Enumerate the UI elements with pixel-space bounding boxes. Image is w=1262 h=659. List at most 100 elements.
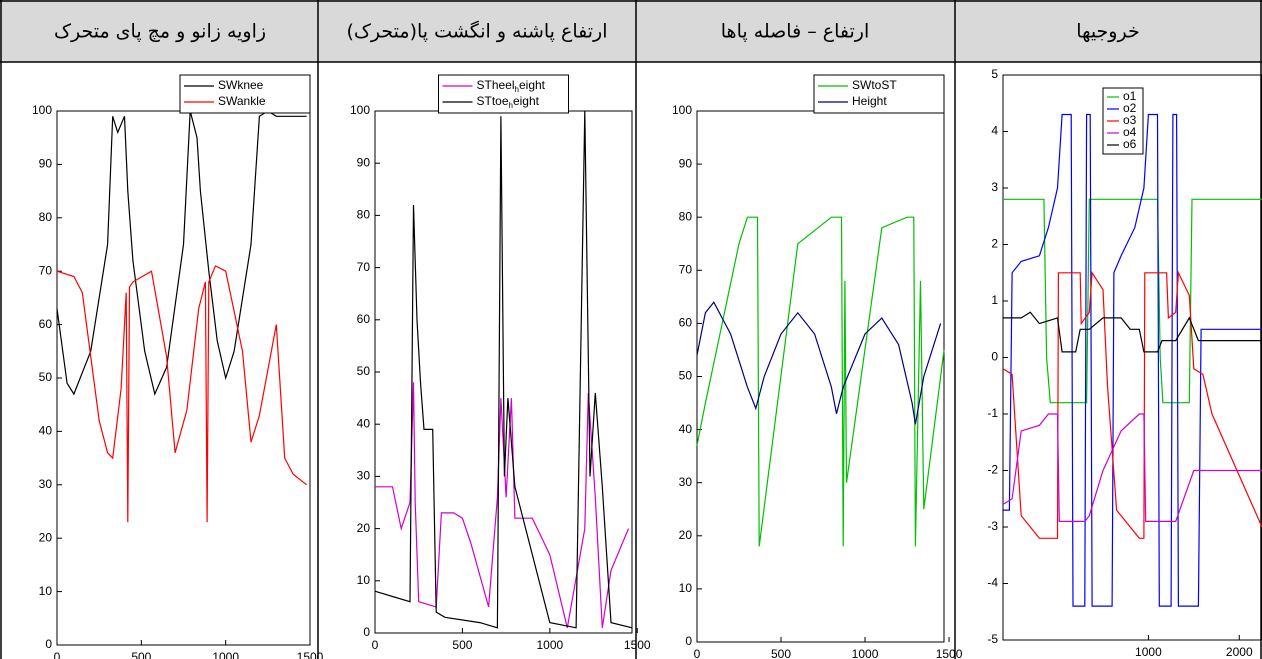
- y-tick-label: 80: [679, 209, 693, 223]
- legend-label: Height: [852, 94, 887, 108]
- x-tick-label: 0: [372, 638, 379, 652]
- legend-label: o6: [1123, 137, 1137, 151]
- x-tick-label: 2000: [1226, 645, 1253, 659]
- plot-frame: [696, 110, 945, 643]
- y-tick-label: 30: [357, 469, 371, 483]
- y-tick-label: 70: [357, 260, 371, 274]
- series-line: [56, 265, 307, 523]
- y-tick-label: 40: [39, 424, 53, 438]
- y-tick-label: 2: [991, 237, 998, 251]
- y-tick-label: 40: [357, 416, 371, 430]
- y-tick-label: 20: [679, 528, 693, 542]
- column-header: ارتفاع – فاصله پاها: [721, 21, 869, 43]
- series-line: [1002, 270, 1262, 539]
- y-tick-label: 10: [679, 581, 693, 595]
- y-tick-label: 50: [679, 369, 693, 383]
- series-line: [1003, 311, 1262, 353]
- x-tick-label: 1500: [297, 650, 324, 659]
- y-tick-label: 30: [39, 477, 53, 491]
- column-header: خروجیها: [1076, 21, 1139, 43]
- y-tick-label: 0: [363, 625, 370, 639]
- legend-label: STheelheight: [477, 78, 546, 94]
- series-line: [375, 382, 630, 628]
- legend-label-part: h: [509, 101, 513, 110]
- legend-label: STtoeheight: [477, 94, 540, 110]
- series-line: [1003, 198, 1262, 404]
- x-tick-label: 1000: [536, 638, 563, 652]
- y-tick-label: -2: [987, 463, 998, 477]
- legend-label-part: STtoe: [477, 94, 509, 108]
- y-tick-label: 3: [991, 180, 998, 194]
- y-tick-label: -3: [987, 519, 998, 533]
- legend-label-part: STheel: [477, 78, 515, 92]
- legend-box: [438, 74, 569, 114]
- x-tick-label: 1000: [1135, 645, 1162, 659]
- y-tick-label: -1: [987, 406, 998, 420]
- series-line: [1002, 413, 1262, 522]
- plot-frame: [1002, 74, 1262, 641]
- legend-label: o4: [1123, 125, 1137, 139]
- legend-box: [179, 74, 311, 114]
- series-line: [56, 110, 307, 396]
- y-tick-label: 70: [39, 263, 53, 277]
- legend-label-part: eight: [513, 94, 540, 108]
- legend-label: SWtoST: [852, 78, 897, 92]
- x-tick-label: 1500: [936, 647, 963, 659]
- x-tick-label: 1000: [852, 647, 879, 659]
- x-tick-label: 1500: [624, 638, 651, 652]
- y-tick-label: 60: [679, 316, 693, 330]
- y-tick-label: 20: [357, 521, 371, 535]
- y-tick-label: 5: [991, 67, 998, 81]
- y-tick-label: 50: [357, 364, 371, 378]
- series-line: [374, 110, 633, 629]
- y-tick-label: 100: [350, 103, 370, 117]
- header-row: [0, 0, 1262, 62]
- series-line: [696, 216, 945, 547]
- y-tick-label: 0: [685, 634, 692, 648]
- y-tick-label: 4: [991, 124, 998, 138]
- y-tick-label: 90: [39, 157, 53, 171]
- y-tick-label: 100: [32, 103, 52, 117]
- plot-frame: [56, 110, 311, 646]
- y-tick-label: 90: [357, 155, 371, 169]
- y-tick-label: 80: [357, 208, 371, 222]
- x-tick-label: 500: [452, 638, 472, 652]
- column-header: ارتفاع پاشنه و انگشت پا(متحرک): [347, 20, 608, 43]
- y-tick-label: 70: [679, 262, 693, 276]
- y-tick-label: 60: [39, 317, 53, 331]
- series-line: [696, 301, 942, 425]
- x-tick-label: 500: [131, 650, 151, 659]
- y-tick-label: 1: [991, 293, 998, 307]
- y-tick-label: -5: [987, 632, 998, 646]
- y-tick-label: 60: [357, 312, 371, 326]
- x-tick-label: 0: [694, 647, 701, 659]
- legend-label-part: eight: [519, 78, 546, 92]
- y-tick-label: 20: [39, 530, 53, 544]
- legend-label: o2: [1123, 101, 1137, 115]
- x-tick-label: 1000: [212, 650, 239, 659]
- column-header: زاویه زانو و مچ پای متحرک: [54, 21, 266, 43]
- legend-label: SWknee: [218, 78, 264, 92]
- x-tick-label: 0: [54, 650, 61, 659]
- y-tick-label: 0: [45, 637, 52, 651]
- y-tick-label: 80: [39, 210, 53, 224]
- legend-label: o3: [1123, 113, 1137, 127]
- x-tick-label: 500: [771, 647, 791, 659]
- y-tick-label: 50: [39, 370, 53, 384]
- y-tick-label: 10: [357, 573, 371, 587]
- legend-label: o1: [1123, 89, 1137, 103]
- y-tick-label: 0: [991, 350, 998, 364]
- series-line: [1003, 113, 1262, 607]
- y-tick-label: 40: [679, 422, 693, 436]
- y-tick-label: 100: [672, 103, 692, 117]
- y-tick-label: 30: [679, 475, 693, 489]
- y-tick-label: 90: [679, 156, 693, 170]
- legend-box: [813, 74, 945, 114]
- legend-label: SWankle: [218, 94, 266, 108]
- y-tick-label: -4: [987, 576, 998, 590]
- y-tick-label: 10: [39, 584, 53, 598]
- legend-label-part: h: [515, 85, 519, 94]
